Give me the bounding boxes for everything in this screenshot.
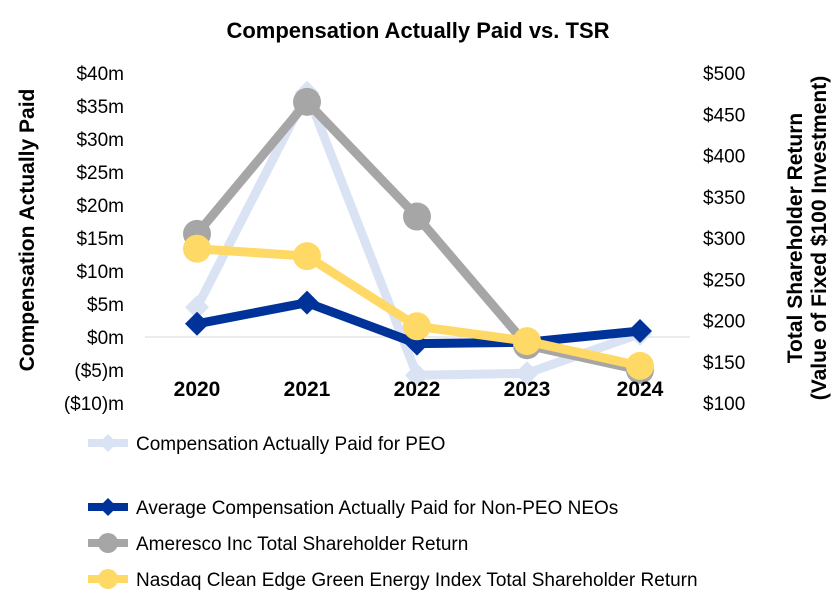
x-category-label: 2020: [174, 378, 221, 401]
y2-tick-label: $100: [703, 394, 745, 415]
data-point: [515, 361, 539, 386]
legend-item: Average Compensation Actually Paid for N…: [88, 498, 618, 519]
y-tick-label: $25m: [76, 163, 124, 184]
y-tick-label: ($10)m: [64, 394, 124, 415]
y-tick-label: $30m: [76, 130, 124, 151]
legend-label: Ameresco Inc Total Shareholder Return: [136, 534, 468, 555]
series-4: [183, 234, 654, 380]
y-tick-label: $5m: [87, 295, 124, 316]
y-tick-label: $35m: [76, 97, 124, 118]
y-tick-label: $0m: [87, 328, 124, 349]
legend-item: Compensation Actually Paid for PEO: [88, 434, 445, 455]
data-point: [405, 363, 429, 388]
series-layer: [183, 80, 654, 388]
y2-tick-label: $150: [703, 353, 745, 374]
legend-marker: [99, 434, 117, 452]
y-tick-label: $10m: [76, 262, 124, 283]
data-point: [403, 202, 431, 231]
y2-tick-label: $250: [703, 270, 745, 291]
data-point: [293, 242, 321, 271]
x-category-label: 2024: [617, 378, 664, 401]
data-point: [626, 351, 654, 380]
legend-marker: [98, 569, 118, 589]
y-tick-label: $40m: [76, 64, 124, 85]
legend-item: Ameresco Inc Total Shareholder Return: [88, 533, 468, 555]
y2-tick-label: $300: [703, 229, 745, 250]
x-category-label: 2021: [284, 378, 331, 401]
data-point: [403, 312, 431, 341]
right-axis-ticks: $500 $450 $400 $350 $300 $250 $200 $150 $100: [703, 64, 745, 415]
chart-title: Compensation Actually Paid vs. TSR: [226, 18, 609, 43]
right-axis-title-line2: (Value of Fixed $100 Investment): [808, 76, 831, 400]
category-labels: 2020 2021 2022 2023 2024: [174, 378, 664, 401]
left-axis-title: Compensation Actually Paid: [16, 89, 39, 372]
y2-tick-label: $400: [703, 147, 745, 168]
data-point: [183, 234, 211, 263]
data-point: [293, 87, 321, 116]
y-tick-label: $15m: [76, 229, 124, 250]
y2-tick-label: $500: [703, 64, 745, 85]
data-point: [185, 295, 209, 320]
y2-tick-label: $350: [703, 188, 745, 209]
y-tick-label: ($5)m: [74, 361, 124, 382]
legend-label: Compensation Actually Paid for PEO: [136, 434, 445, 455]
data-point: [513, 327, 541, 356]
data-point: [295, 290, 319, 315]
legend-marker: [99, 498, 117, 516]
left-axis-ticks: $40m $35m $30m $25m $20m $15m $10m $5m $0m ($5)m (…: [64, 64, 124, 415]
legend-marker: [98, 533, 118, 553]
legend-label: Nasdaq Clean Edge Green Energy Index Tot…: [136, 570, 698, 591]
right-axis-title-line1: Total Shareholder Return: [784, 113, 807, 363]
legend: Compensation Actually Paid for PEO Averag…: [88, 434, 698, 591]
y2-tick-label: $450: [703, 105, 745, 126]
data-point: [628, 319, 652, 344]
y-tick-label: $20m: [76, 196, 124, 217]
data-point: [185, 311, 209, 336]
legend-item: Nasdaq Clean Edge Green Energy Index Tot…: [88, 569, 698, 591]
legend-label: Average Compensation Actually Paid for N…: [136, 498, 618, 519]
y2-tick-label: $200: [703, 312, 745, 333]
x-category-label: 2022: [394, 378, 441, 401]
x-category-label: 2023: [504, 378, 551, 401]
